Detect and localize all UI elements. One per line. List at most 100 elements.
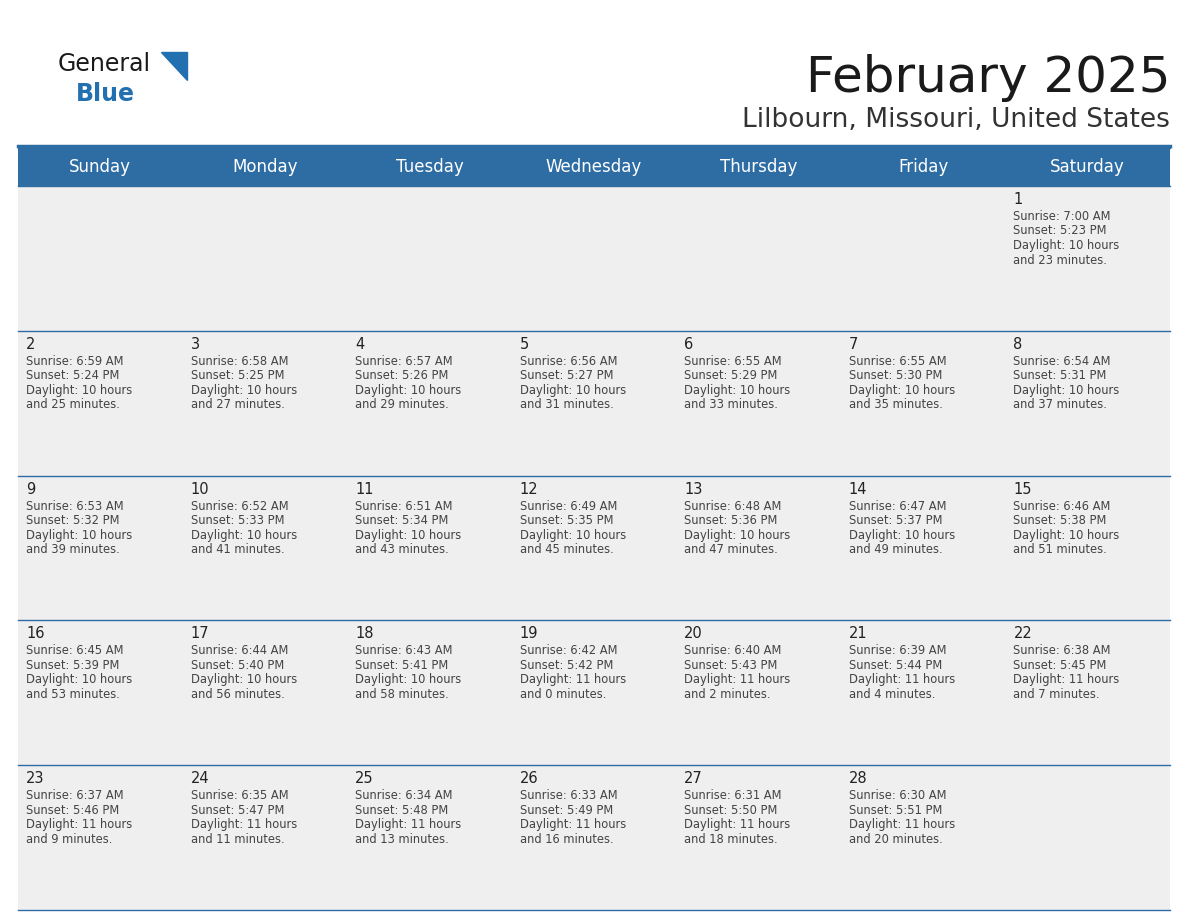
Text: Sunrise: 6:48 AM: Sunrise: 6:48 AM bbox=[684, 499, 782, 512]
Text: Sunset: 5:38 PM: Sunset: 5:38 PM bbox=[1013, 514, 1107, 527]
Text: Sunset: 5:35 PM: Sunset: 5:35 PM bbox=[519, 514, 613, 527]
Text: and 47 minutes.: and 47 minutes. bbox=[684, 543, 778, 556]
Bar bbox=[18, 330, 183, 476]
Text: Sunrise: 6:57 AM: Sunrise: 6:57 AM bbox=[355, 354, 453, 368]
Text: and 16 minutes.: and 16 minutes. bbox=[519, 833, 613, 845]
Text: Sunset: 5:40 PM: Sunset: 5:40 PM bbox=[190, 659, 284, 672]
Text: and 39 minutes.: and 39 minutes. bbox=[26, 543, 120, 556]
Polygon shape bbox=[162, 52, 187, 80]
Bar bbox=[1005, 621, 1170, 766]
Text: 14: 14 bbox=[849, 482, 867, 497]
Text: Daylight: 10 hours: Daylight: 10 hours bbox=[1013, 239, 1119, 252]
Text: and 33 minutes.: and 33 minutes. bbox=[684, 398, 778, 411]
Text: Sunset: 5:30 PM: Sunset: 5:30 PM bbox=[849, 369, 942, 382]
Bar bbox=[1005, 186, 1170, 330]
Text: Sunrise: 7:00 AM: Sunrise: 7:00 AM bbox=[1013, 210, 1111, 223]
Text: Sunrise: 6:31 AM: Sunrise: 6:31 AM bbox=[684, 789, 782, 802]
Text: and 7 minutes.: and 7 minutes. bbox=[1013, 688, 1100, 701]
Text: Sunset: 5:31 PM: Sunset: 5:31 PM bbox=[1013, 369, 1107, 382]
Bar bbox=[512, 621, 676, 766]
Text: 9: 9 bbox=[26, 482, 36, 497]
Text: Daylight: 10 hours: Daylight: 10 hours bbox=[190, 384, 297, 397]
Text: Sunrise: 6:37 AM: Sunrise: 6:37 AM bbox=[26, 789, 124, 802]
Text: Sunrise: 6:55 AM: Sunrise: 6:55 AM bbox=[684, 354, 782, 368]
Text: Sunset: 5:23 PM: Sunset: 5:23 PM bbox=[1013, 225, 1107, 238]
Bar bbox=[347, 766, 512, 910]
Text: 23: 23 bbox=[26, 771, 44, 786]
Text: Monday: Monday bbox=[232, 158, 298, 176]
Text: Sunrise: 6:43 AM: Sunrise: 6:43 AM bbox=[355, 644, 453, 657]
Text: Daylight: 10 hours: Daylight: 10 hours bbox=[1013, 384, 1119, 397]
Text: and 31 minutes.: and 31 minutes. bbox=[519, 398, 613, 411]
Text: Daylight: 11 hours: Daylight: 11 hours bbox=[190, 818, 297, 831]
Text: Sunrise: 6:30 AM: Sunrise: 6:30 AM bbox=[849, 789, 947, 802]
Text: and 20 minutes.: and 20 minutes. bbox=[849, 833, 942, 845]
Text: Daylight: 10 hours: Daylight: 10 hours bbox=[190, 674, 297, 687]
Bar bbox=[18, 621, 183, 766]
Bar bbox=[183, 186, 347, 330]
Bar bbox=[183, 330, 347, 476]
Text: Sunrise: 6:46 AM: Sunrise: 6:46 AM bbox=[1013, 499, 1111, 512]
Text: and 51 minutes.: and 51 minutes. bbox=[1013, 543, 1107, 556]
Text: 2: 2 bbox=[26, 337, 36, 352]
Text: Daylight: 10 hours: Daylight: 10 hours bbox=[355, 384, 461, 397]
Text: Daylight: 11 hours: Daylight: 11 hours bbox=[519, 674, 626, 687]
Text: and 11 minutes.: and 11 minutes. bbox=[190, 833, 284, 845]
Text: Daylight: 11 hours: Daylight: 11 hours bbox=[849, 818, 955, 831]
Text: 3: 3 bbox=[190, 337, 200, 352]
Bar bbox=[512, 476, 676, 621]
Text: Lilbourn, Missouri, United States: Lilbourn, Missouri, United States bbox=[742, 107, 1170, 133]
Bar bbox=[18, 766, 183, 910]
Text: Daylight: 10 hours: Daylight: 10 hours bbox=[684, 384, 790, 397]
Text: Sunset: 5:50 PM: Sunset: 5:50 PM bbox=[684, 803, 778, 817]
Bar bbox=[841, 330, 1005, 476]
Text: Blue: Blue bbox=[76, 82, 135, 106]
Bar bbox=[676, 766, 841, 910]
Bar bbox=[18, 148, 1170, 186]
Text: 15: 15 bbox=[1013, 482, 1032, 497]
Text: Friday: Friday bbox=[898, 158, 948, 176]
Bar bbox=[18, 186, 183, 330]
Text: Sunset: 5:24 PM: Sunset: 5:24 PM bbox=[26, 369, 119, 382]
Text: 5: 5 bbox=[519, 337, 529, 352]
Text: Sunset: 5:45 PM: Sunset: 5:45 PM bbox=[1013, 659, 1107, 672]
Bar bbox=[841, 766, 1005, 910]
Text: and 25 minutes.: and 25 minutes. bbox=[26, 398, 120, 411]
Text: 17: 17 bbox=[190, 626, 209, 642]
Text: Daylight: 11 hours: Daylight: 11 hours bbox=[684, 818, 790, 831]
Text: Daylight: 10 hours: Daylight: 10 hours bbox=[190, 529, 297, 542]
Text: Sunrise: 6:42 AM: Sunrise: 6:42 AM bbox=[519, 644, 618, 657]
Text: and 58 minutes.: and 58 minutes. bbox=[355, 688, 449, 701]
Text: Daylight: 11 hours: Daylight: 11 hours bbox=[1013, 674, 1119, 687]
Text: Sunrise: 6:33 AM: Sunrise: 6:33 AM bbox=[519, 789, 618, 802]
Text: and 53 minutes.: and 53 minutes. bbox=[26, 688, 120, 701]
Text: Daylight: 10 hours: Daylight: 10 hours bbox=[1013, 529, 1119, 542]
Text: Daylight: 11 hours: Daylight: 11 hours bbox=[519, 818, 626, 831]
Text: and 49 minutes.: and 49 minutes. bbox=[849, 543, 942, 556]
Text: and 18 minutes.: and 18 minutes. bbox=[684, 833, 778, 845]
Bar bbox=[183, 476, 347, 621]
Text: and 37 minutes.: and 37 minutes. bbox=[1013, 398, 1107, 411]
Text: Sunset: 5:34 PM: Sunset: 5:34 PM bbox=[355, 514, 449, 527]
Text: Daylight: 10 hours: Daylight: 10 hours bbox=[849, 529, 955, 542]
Text: Saturday: Saturday bbox=[1050, 158, 1125, 176]
Bar bbox=[347, 621, 512, 766]
Text: Sunrise: 6:39 AM: Sunrise: 6:39 AM bbox=[849, 644, 947, 657]
Text: 19: 19 bbox=[519, 626, 538, 642]
Text: Daylight: 10 hours: Daylight: 10 hours bbox=[26, 674, 132, 687]
Bar bbox=[1005, 330, 1170, 476]
Text: and 29 minutes.: and 29 minutes. bbox=[355, 398, 449, 411]
Text: and 43 minutes.: and 43 minutes. bbox=[355, 543, 449, 556]
Text: Daylight: 10 hours: Daylight: 10 hours bbox=[684, 529, 790, 542]
Bar bbox=[347, 186, 512, 330]
Text: 27: 27 bbox=[684, 771, 703, 786]
Text: Sunset: 5:49 PM: Sunset: 5:49 PM bbox=[519, 803, 613, 817]
Text: Sunrise: 6:53 AM: Sunrise: 6:53 AM bbox=[26, 499, 124, 512]
Text: Sunset: 5:46 PM: Sunset: 5:46 PM bbox=[26, 803, 119, 817]
Text: Sunrise: 6:38 AM: Sunrise: 6:38 AM bbox=[1013, 644, 1111, 657]
Text: Sunrise: 6:51 AM: Sunrise: 6:51 AM bbox=[355, 499, 453, 512]
Text: 26: 26 bbox=[519, 771, 538, 786]
Text: 22: 22 bbox=[1013, 626, 1032, 642]
Text: 24: 24 bbox=[190, 771, 209, 786]
Text: and 13 minutes.: and 13 minutes. bbox=[355, 833, 449, 845]
